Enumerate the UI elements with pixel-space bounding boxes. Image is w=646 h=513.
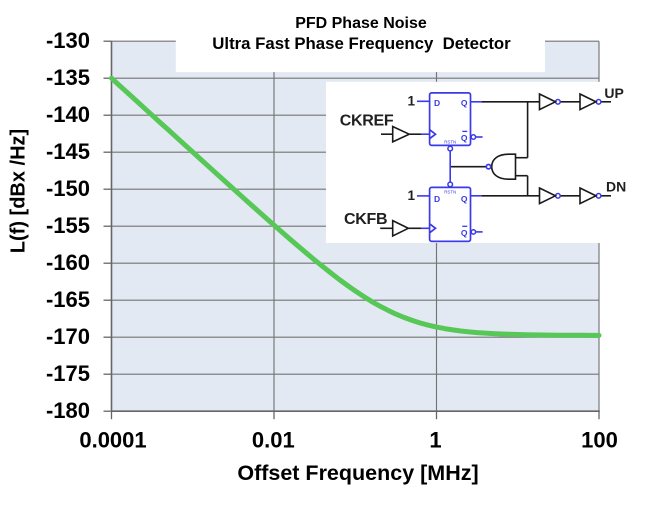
svg-text:-175: -175	[46, 361, 90, 386]
svg-text:D: D	[434, 98, 440, 108]
svg-text:0.0001: 0.0001	[79, 427, 146, 452]
svg-text:-145: -145	[46, 139, 90, 164]
svg-text:RSTN: RSTN	[444, 139, 456, 144]
svg-text:-130: -130	[46, 28, 90, 53]
svg-text:0.01: 0.01	[252, 427, 295, 452]
svg-text:-165: -165	[46, 287, 90, 312]
svg-text:-170: -170	[46, 324, 90, 349]
svg-text:Q: Q	[461, 228, 468, 238]
svg-text:D: D	[434, 194, 440, 204]
svg-text:-155: -155	[46, 213, 90, 238]
svg-text:CKREF: CKREF	[340, 112, 394, 129]
svg-text:PFD Phase Noise: PFD Phase Noise	[295, 15, 427, 32]
svg-text:-150: -150	[46, 176, 90, 201]
svg-text:DN: DN	[606, 179, 626, 195]
svg-text:Ultra Fast Phase Frequency De: Ultra Fast Phase Frequency Detector	[212, 34, 511, 53]
svg-text:Offset Frequency [MHz]: Offset Frequency [MHz]	[237, 461, 478, 485]
svg-text:1: 1	[407, 188, 415, 203]
svg-text:1: 1	[429, 427, 441, 452]
svg-text:-160: -160	[46, 250, 90, 275]
svg-text:-135: -135	[46, 65, 90, 90]
svg-text:100: 100	[581, 427, 618, 452]
svg-text:1: 1	[407, 94, 415, 109]
svg-text:CKFB: CKFB	[344, 211, 387, 228]
svg-text:RSTN: RSTN	[444, 189, 456, 194]
svg-text:Q: Q	[461, 133, 468, 143]
svg-text:UP: UP	[604, 85, 623, 101]
svg-text:Q: Q	[461, 194, 468, 204]
svg-text:L(f) [dBx /Hz]: L(f) [dBx /Hz]	[8, 129, 30, 253]
svg-text:-180: -180	[46, 398, 90, 423]
svg-text:Q: Q	[461, 98, 468, 108]
svg-text:-140: -140	[46, 102, 90, 127]
